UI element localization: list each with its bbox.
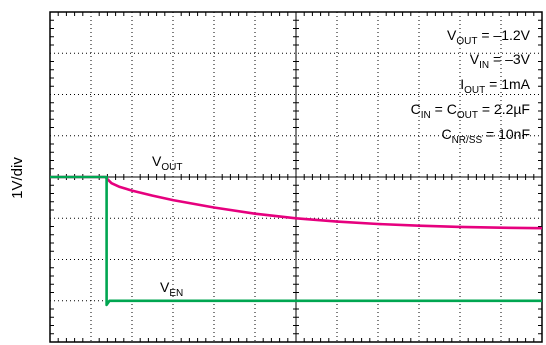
trace-en — [50, 175, 542, 307]
trace-label-en: VEN — [160, 279, 183, 299]
trace-out — [50, 175, 543, 230]
condition-4: CIN = COUT = 2.2µF — [411, 101, 530, 121]
grid — [49, 11, 543, 343]
condition-5: CNR/SS = 10nF — [441, 126, 530, 146]
y-axis-label: 1V/div — [9, 157, 26, 199]
traces — [50, 175, 543, 307]
trace-label-out: VOUT — [152, 153, 182, 173]
condition-3: IOUT = 1mA — [460, 76, 530, 96]
condition-2: VIN = –3V — [470, 51, 531, 71]
trace-labels: VOUT VEN — [152, 153, 183, 299]
condition-1: VOUT = –1.2V — [447, 27, 531, 47]
test-conditions: VOUT = –1.2V VIN = –3V IOUT = 1mA CIN = COU… — [411, 27, 531, 146]
